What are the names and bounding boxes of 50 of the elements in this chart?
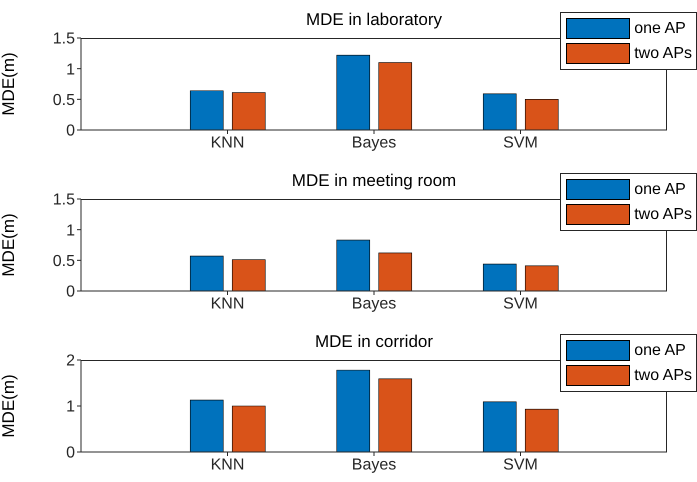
bar	[232, 406, 266, 452]
bar	[232, 92, 266, 130]
y-tick-label: 1.5	[52, 192, 76, 209]
y-tick-label: 0	[66, 284, 76, 301]
y-tick-label: 0.5	[52, 253, 76, 270]
legend-label: two APs	[634, 206, 692, 224]
x-tick-label: Bayes	[352, 456, 396, 474]
x-tick-label: KNN	[210, 456, 244, 474]
legend-label: two APs	[634, 366, 692, 384]
y-tick-label: 0	[66, 122, 76, 140]
bar	[482, 94, 517, 130]
legend-label: one AP	[634, 342, 686, 360]
y-tick-label: 0	[66, 444, 76, 462]
y-tick-label: 0.5	[52, 92, 76, 110]
bar	[482, 402, 517, 452]
y-axis-title: MDE(m)	[0, 52, 18, 116]
bar	[524, 99, 559, 130]
x-tick-label: SVM	[503, 295, 538, 312]
y-axis-title: MDE(m)	[0, 374, 18, 438]
bar	[378, 252, 412, 291]
y-tick-label: 1	[66, 222, 76, 240]
bar	[336, 240, 370, 291]
bar	[524, 408, 559, 452]
x-tick-label: SVM	[503, 456, 538, 474]
x-tick-label: KNN	[210, 295, 244, 312]
x-tick-label: SVM	[503, 134, 538, 152]
bar	[378, 62, 412, 130]
legend-label: two APs	[634, 44, 692, 62]
y-tick-label: 2	[66, 352, 76, 370]
x-tick-label: KNN	[210, 134, 244, 152]
bar	[524, 266, 559, 291]
y-axis-title: MDE(m)	[0, 213, 18, 277]
legend-label: one AP	[634, 180, 686, 198]
chart-title: MDE in corridor	[314, 332, 434, 351]
chart-title: MDE in meeting room	[292, 171, 456, 190]
bar	[190, 90, 224, 130]
bar	[190, 400, 224, 452]
x-tick-label: Bayes	[352, 295, 396, 312]
bar	[336, 370, 370, 452]
legend-label: one AP	[634, 20, 686, 38]
bar	[482, 264, 517, 291]
bar	[336, 54, 370, 130]
bar	[232, 259, 266, 291]
bar	[378, 378, 412, 452]
chart-title: MDE in laboratory	[306, 10, 442, 29]
y-tick-label: 1.5	[52, 30, 76, 48]
bar	[190, 256, 224, 291]
y-tick-label: 1	[66, 398, 76, 416]
y-tick-label: 1	[66, 61, 76, 78]
x-tick-label: Bayes	[352, 134, 396, 152]
